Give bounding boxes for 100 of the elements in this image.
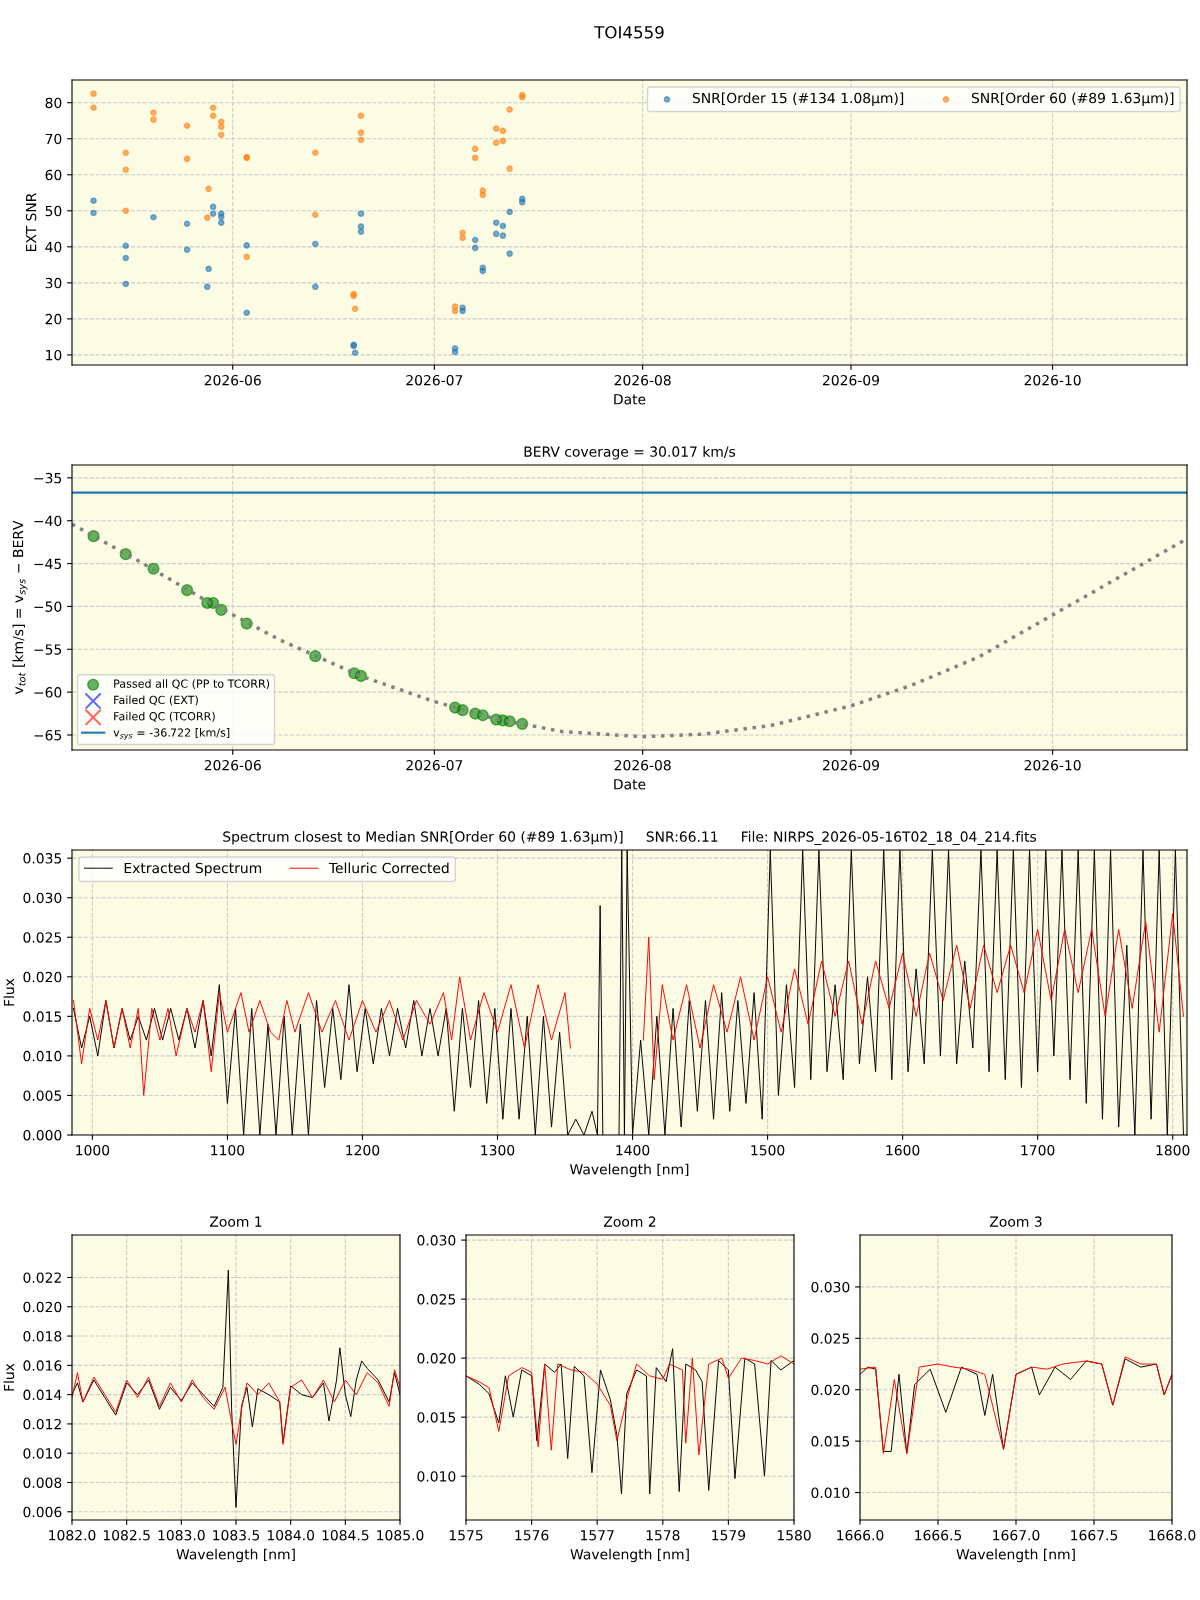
x-tick-label: 1667.0 [993, 1529, 1040, 1541]
x-tick-label: 2026-09 [822, 759, 880, 771]
point [499, 127, 507, 135]
point [499, 232, 507, 239]
point [90, 104, 97, 112]
y-tick-label: 0.012 [23, 1418, 61, 1430]
x-tick-label: 1400 [616, 1144, 650, 1156]
x-tick-label: 1084.5 [322, 1529, 369, 1541]
y-tick-label: 0.030 [23, 892, 62, 904]
point [243, 253, 251, 261]
point [217, 219, 225, 226]
point [209, 104, 217, 112]
point [312, 211, 319, 219]
point [203, 283, 211, 291]
y-tick-label: 0.020 [811, 1384, 850, 1396]
point [459, 229, 466, 237]
y-tick-label: 70 [45, 133, 62, 145]
point [209, 210, 217, 217]
legend-label: v$_{sys}$ = -36.722 [km/s] [113, 728, 230, 740]
point [492, 125, 500, 132]
y-tick-label: 0.018 [23, 1331, 62, 1342]
y-tick-label: 0.025 [811, 1333, 850, 1344]
x-axis-title: Wavelength [nm] [570, 1548, 689, 1563]
point [150, 213, 157, 221]
y-tick-label: 0.005 [23, 1090, 62, 1101]
point [217, 131, 225, 139]
y-tick-label: −55 [34, 644, 62, 655]
x-tick-label: 1000 [76, 1144, 110, 1156]
x-tick-label: 1579 [712, 1529, 746, 1541]
x-axis-title: Wavelength [nm] [176, 1548, 295, 1563]
point [471, 236, 479, 244]
x-tick-label: 1578 [646, 1529, 680, 1541]
chart-title: Zoom 2 [603, 1216, 656, 1227]
y-tick-label: 0.015 [23, 1011, 62, 1022]
point [217, 123, 225, 131]
chart-title: Zoom 3 [989, 1216, 1042, 1227]
x-tick-label: 1700 [1021, 1144, 1055, 1156]
x-axis-title: Wavelength [nm] [569, 1163, 689, 1178]
y-tick-label: 30 [45, 277, 62, 289]
point [183, 246, 191, 253]
point [357, 210, 365, 217]
x-axis-title: Wavelength [nm] [956, 1548, 1075, 1563]
line-series [466, 1355, 794, 1456]
x-axis-title: Date [614, 394, 646, 405]
y-tick-label: 0.020 [417, 1353, 456, 1364]
x-tick-label: 1575 [449, 1530, 483, 1541]
chart-title: Zoom 1 [209, 1216, 262, 1227]
point [183, 122, 191, 130]
y-tick-label: 20 [45, 313, 62, 325]
x-tick-label: 1666.0 [837, 1529, 884, 1541]
legend-label: Failed QC (EXT) [114, 695, 198, 706]
point [122, 166, 130, 174]
y-tick-label: −35 [34, 472, 62, 484]
y-axis-title: Flux [3, 978, 15, 1006]
point [150, 116, 157, 123]
point [205, 185, 212, 193]
point [506, 208, 513, 216]
legend-label: Failed QC (TCORR) [114, 711, 215, 722]
y-tick-label: 80 [45, 97, 62, 109]
legend-label: Telluric Corrected [328, 862, 449, 874]
y-tick-label: −45 [34, 558, 62, 570]
y-tick-label: 50 [45, 205, 62, 217]
point [506, 165, 513, 172]
y-tick-label: −50 [34, 601, 62, 612]
y-tick-label: −65 [34, 729, 62, 741]
point [471, 154, 479, 162]
point [357, 228, 365, 235]
point [499, 137, 507, 145]
point [357, 112, 365, 119]
line-series [72, 522, 1187, 739]
point [122, 149, 130, 157]
point [90, 197, 97, 204]
line-series [72, 1369, 400, 1445]
x-tick-label: 1083.0 [158, 1529, 205, 1541]
y-tick-label: 10 [46, 349, 62, 361]
y-tick-label: 60 [45, 169, 62, 181]
point [183, 220, 191, 228]
point [209, 203, 217, 211]
y-tick-label: 0.015 [811, 1436, 850, 1447]
chart-title: Spectrum closest to Median SNR[Order 60 (#89 1.63μm)] SNR:66.11 File: NIRPS_2026-05-16T02_18_04_214.fits [223, 831, 1037, 845]
point [312, 149, 319, 157]
point [506, 106, 513, 113]
x-tick-label: 2026-08 [614, 759, 671, 771]
point [451, 348, 459, 356]
y-tick-label: 0.010 [811, 1487, 850, 1499]
y-tick-label: 0.010 [23, 1448, 62, 1459]
x-axis-title: Date [614, 779, 646, 790]
point [122, 207, 130, 215]
legend-label: Extracted Spectrum [124, 862, 262, 876]
x-tick-label: 1082.0 [49, 1529, 96, 1541]
y-axis-title: EXT SNR [25, 193, 37, 252]
point [499, 222, 507, 230]
point [471, 244, 479, 252]
point [451, 307, 459, 315]
point [209, 112, 217, 119]
x-tick-label: 1666.5 [915, 1529, 962, 1541]
y-tick-label: 0.025 [417, 1294, 456, 1305]
legend-label: Passed all QC (PP to TCORR) [114, 679, 270, 690]
y-tick-label: 0.015 [417, 1412, 456, 1423]
point [357, 129, 365, 136]
